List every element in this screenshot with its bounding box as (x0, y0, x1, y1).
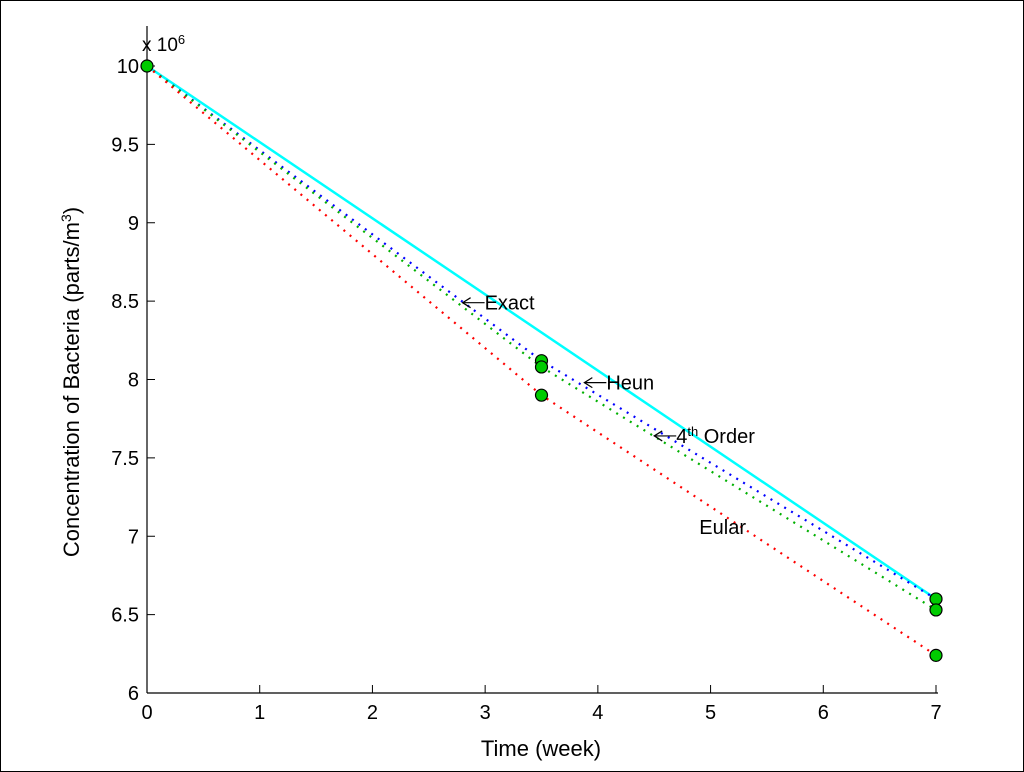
data-marker (929, 603, 943, 617)
y-tick-label: 9.5 (111, 134, 139, 156)
data-marker (534, 360, 549, 374)
arrow-head (461, 297, 471, 309)
x-tick-label: 0 (141, 702, 152, 724)
annotation-text-main: Order (698, 426, 755, 448)
y-multiplier: x 106 (142, 32, 185, 57)
annotation-arrow-heun (583, 377, 607, 389)
plot-axes: 0 1 2 3 4 5 6 7 6 6.5 7 7.5 8 8.5 9 9.5 10 (111, 26, 942, 724)
y-multiplier-base: x 10 (142, 35, 178, 56)
data-marker (140, 59, 154, 73)
annotation-label-eular: Eular (699, 517, 746, 539)
x-tick-label: 6 (818, 702, 829, 724)
x-axis-label: Time (week) (481, 736, 601, 761)
annotation-label-fourth: 4th Order (676, 423, 755, 448)
x-tick-label: 7 (930, 702, 941, 724)
x-tick-label: 4 (592, 702, 603, 724)
y-tick-label: 9 (128, 213, 139, 235)
annotation-label-heun: Heun (606, 373, 654, 395)
annotation-arrow-fourth (653, 430, 677, 442)
annotation-layer: Exact Heun 4th Order Eular (461, 293, 755, 539)
annotation-text-pre: 4 (676, 426, 687, 448)
y-tick-label: 7 (128, 526, 139, 548)
annotation-text-sup: th (687, 423, 698, 438)
y-axis-label-sup: 3 (58, 214, 74, 222)
marker-layer (140, 59, 943, 662)
y-tick-label: 7.5 (111, 448, 139, 470)
y-tick-label: 10 (117, 56, 139, 78)
series-line-exact (146, 64, 937, 600)
y-tick-label: 6.5 (111, 605, 139, 627)
y-tick-label: 8 (128, 370, 139, 392)
data-marker (534, 388, 549, 402)
annotation-arrow-exact (461, 297, 485, 309)
x-tick-label: 5 (705, 702, 716, 724)
y-axis-label-main: Concentration of Bacteria (parts/m (59, 222, 84, 557)
y-axis-label-tail: ) (59, 207, 84, 214)
data-marker (929, 648, 943, 662)
y-multiplier-exp: 6 (178, 32, 185, 47)
annotation-label-exact: Exact (485, 293, 535, 315)
y-tick-label: 8.5 (111, 291, 139, 313)
x-tick-label: 2 (367, 702, 378, 724)
y-tick-label: 6 (128, 683, 139, 705)
x-tick-label: 3 (480, 702, 491, 724)
arrow-head (653, 430, 663, 442)
data-marker (929, 592, 943, 606)
series-line-heun (146, 65, 937, 611)
arrow-head (583, 377, 593, 389)
y-axis-label: Concentration of Bacteria (parts/m3) (58, 207, 84, 557)
x-tick-label: 1 (254, 702, 265, 724)
